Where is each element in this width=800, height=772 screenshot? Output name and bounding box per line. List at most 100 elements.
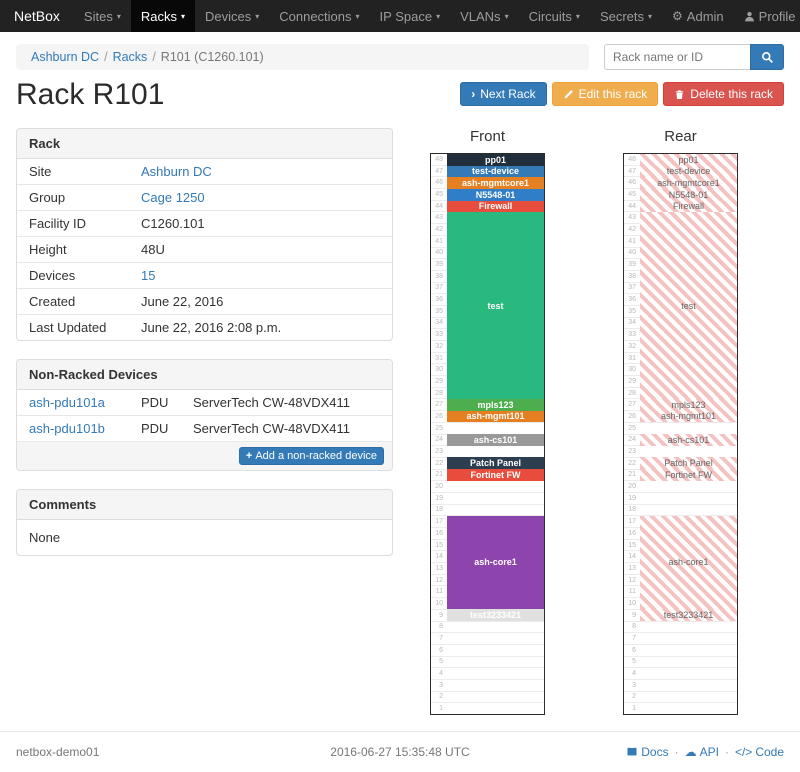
chevron-right-icon: ›	[471, 87, 476, 101]
footer-links: Docs · ☁ API · </> Code	[592, 745, 784, 759]
attr-label: Site	[29, 164, 52, 179]
search-input[interactable]	[604, 44, 750, 70]
code-icon: </>	[734, 745, 753, 759]
breadcrumb-item[interactable]: Ashburn DC	[31, 50, 100, 64]
footer-link-api[interactable]: ☁ API	[685, 745, 719, 759]
rack-device-fortinet-fw[interactable]: Fortinet FW	[447, 469, 544, 481]
front-elevation: Front 48 47 46 45 44 43 42 41 40 39 38 37 36 35 34 33 32…	[430, 128, 545, 715]
rack-unit-row: 24	[624, 435, 737, 447]
page-footer: netbox-demo01 2016-06-27 15:35:48 UTC Do…	[0, 731, 800, 772]
rack-actions: › Next Rack Edit this rack Delete this r…	[460, 82, 784, 106]
rack-device-pp01[interactable]: pp01	[640, 154, 737, 166]
attr-label: Group	[17, 184, 129, 211]
unit-number: 26	[628, 412, 636, 420]
unit-number: 11	[628, 588, 636, 596]
rack-device-ash-mgmt101[interactable]: ash-mgmt101	[640, 410, 737, 423]
device-label: ash-cs101	[667, 434, 710, 445]
rack-device-ash-core1[interactable]: ash-core1	[640, 515, 737, 609]
rack-device-test3233421[interactable]: test3233421	[447, 609, 544, 621]
nav-item-profile[interactable]: Profile	[734, 0, 800, 32]
rack-device-ash-cs101[interactable]: ash-cs101	[447, 434, 544, 446]
device-link[interactable]: ash-pdu101b	[29, 421, 105, 436]
delete-rack-button[interactable]: Delete this rack	[663, 82, 784, 106]
rack-unit-row: 3	[431, 680, 544, 692]
breadcrumb-separator: /	[152, 50, 156, 64]
unit-number: 6	[632, 646, 636, 654]
breadcrumb-item[interactable]: Racks	[112, 50, 148, 64]
footer-link-label: API	[699, 745, 719, 759]
nav-item-connections[interactable]: Connections ▾	[279, 8, 360, 24]
rack-device-test3233421[interactable]: test3233421	[640, 609, 737, 621]
unit-number: 30	[435, 366, 443, 374]
rack-device-ash-mgmtcore1[interactable]: ash-mgmtcore1	[640, 177, 737, 189]
rack-device-firewall[interactable]: Firewall	[640, 200, 737, 213]
rack-device-ash-mgmtcore1[interactable]: ash-mgmtcore1	[447, 177, 544, 189]
attr-value-link[interactable]: 15	[141, 268, 156, 283]
rack-device-pp01[interactable]: pp01	[447, 154, 544, 166]
rack-device-firewall[interactable]: Firewall	[447, 200, 544, 213]
rack-device-test-device[interactable]: test-device	[447, 165, 544, 178]
rack-device-n5548-01[interactable]: N5548-01	[447, 189, 544, 201]
nav-item-ip-space[interactable]: IP Space ▾	[379, 8, 441, 24]
unit-number: 15	[628, 541, 636, 549]
device-label: test3233421	[469, 609, 522, 620]
rack-device-test[interactable]: test	[640, 212, 737, 399]
nav-item-sites[interactable]: Sites ▾	[83, 8, 121, 24]
rack-device-n5548-01[interactable]: N5548-01	[640, 189, 737, 201]
nonracked-panel-title: Non-Racked Devices	[17, 360, 392, 390]
rack-device-patch-panel[interactable]: Patch Panel	[447, 457, 544, 469]
unit-number: 17	[628, 518, 636, 526]
comments-body: None	[29, 530, 61, 545]
rack-device-ash-cs101[interactable]: ash-cs101	[640, 434, 737, 446]
unit-number: 32	[435, 342, 443, 350]
unit-number: 1	[632, 705, 636, 713]
edit-rack-button[interactable]: Edit this rack	[551, 82, 659, 106]
device-label: pp01	[678, 154, 699, 165]
unit-number: 13	[628, 564, 636, 572]
footer-link-code[interactable]: </> Code	[735, 745, 784, 759]
rack-device-test-device[interactable]: test-device	[640, 165, 737, 178]
brand[interactable]: NetBox	[14, 8, 60, 24]
rack-device-test[interactable]: test	[447, 212, 544, 399]
attr-value: 48U	[129, 236, 392, 263]
attr-value: 15	[129, 262, 392, 289]
nav-item-racks[interactable]: Racks ▾	[130, 0, 195, 32]
nav-item-secrets[interactable]: Secrets ▾	[599, 8, 653, 24]
unit-number: 47	[435, 167, 443, 175]
nav-item-admin[interactable]: ⚙ Admin	[672, 8, 724, 24]
nav-item-devices[interactable]: Devices ▾	[204, 8, 260, 24]
rack-unit-row: 5	[431, 657, 544, 669]
unit-number: 34	[435, 319, 443, 327]
unit-number: 10	[628, 599, 636, 607]
unit-number: 48	[628, 155, 636, 163]
attr-label: Devices	[17, 262, 129, 289]
device-type: PDU	[141, 395, 169, 410]
device-label: test-device	[471, 166, 520, 177]
unit-number: 14	[435, 553, 443, 561]
rack-device-mpls123[interactable]: mpls123	[447, 399, 544, 411]
rack-device-fortinet-fw[interactable]: Fortinet FW	[640, 469, 737, 481]
rack-attr-row: Created June 22, 2016	[17, 288, 392, 315]
rack-unit-row: 18	[431, 505, 544, 517]
unit-number: 37	[435, 284, 443, 292]
nav-item-vlans[interactable]: VLANs ▾	[460, 8, 509, 24]
search-button[interactable]	[750, 44, 784, 70]
footer-link-docs[interactable]: Docs	[626, 745, 669, 759]
rack-unit-row: 2	[624, 692, 737, 704]
rack-device-ash-mgmt101[interactable]: ash-mgmt101	[447, 410, 544, 423]
rack-unit-row: 5	[624, 657, 737, 669]
unit-number: 38	[628, 272, 636, 280]
unit-number: 2	[632, 693, 636, 701]
nav-item-circuits[interactable]: Circuits ▾	[528, 8, 580, 24]
attr-value-link[interactable]: Cage 1250	[141, 190, 205, 205]
rack-unit-row: 4	[431, 668, 544, 680]
device-label: ash-mgmt101	[466, 411, 525, 422]
add-nonracked-device-button[interactable]: + Add a non-racked device	[238, 447, 384, 465]
footer-link-separator: ·	[724, 745, 729, 759]
next-rack-button[interactable]: › Next Rack	[460, 82, 547, 106]
rack-device-mpls123[interactable]: mpls123	[640, 399, 737, 411]
device-link[interactable]: ash-pdu101a	[29, 395, 105, 410]
rack-device-ash-core1[interactable]: ash-core1	[447, 515, 544, 609]
rack-device-patch-panel[interactable]: Patch Panel	[640, 457, 737, 469]
attr-value-link[interactable]: Ashburn DC	[141, 164, 212, 179]
